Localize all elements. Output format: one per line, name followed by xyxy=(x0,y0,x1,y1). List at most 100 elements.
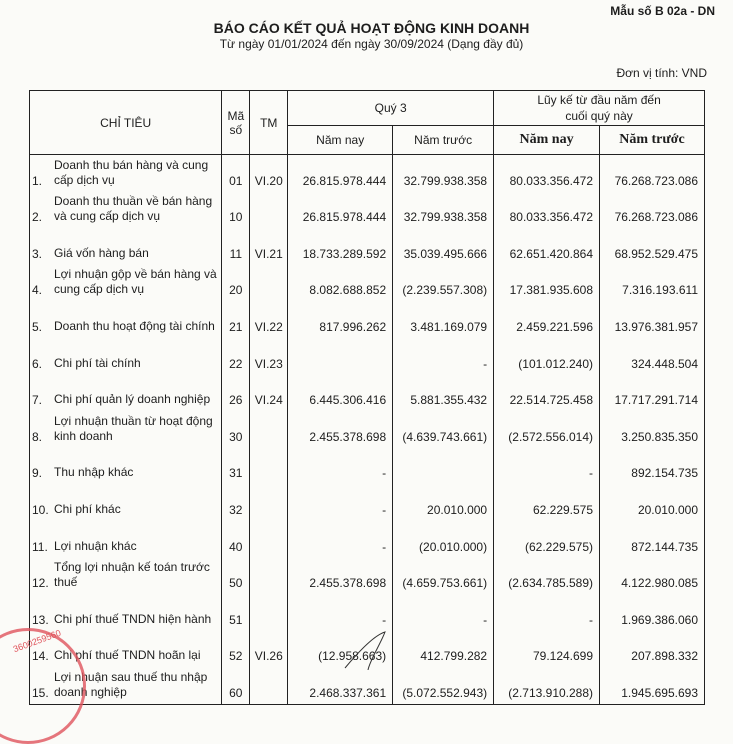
row-code: 26 xyxy=(221,374,251,412)
row-code: 30 xyxy=(221,411,251,448)
row-quarter-this-year: - xyxy=(287,484,394,521)
row-quarter-last-year: - xyxy=(392,594,495,631)
table-row: 9. Thu nhập khác 31 - - 892.154.735 xyxy=(28,447,705,485)
row-index: 11. xyxy=(32,539,48,554)
table-row: 6. Chi phí tài chính 22 VI.23 - (101.012.… xyxy=(28,337,705,375)
row-item: 4. Lợi nhuận gộp về bán hàng và cung cấp … xyxy=(28,264,223,302)
row-note xyxy=(249,594,289,631)
row-ytd-this-year: 80.033.356.472 xyxy=(493,191,601,229)
row-note xyxy=(249,484,289,521)
header-ytd: Lũy kế từ đầu năm đến cuối quý này xyxy=(493,90,705,126)
row-quarter-this-year: - xyxy=(287,594,394,631)
row-index: 10. xyxy=(32,502,49,517)
table-row: 15. Lợi nhuận sau thuế thu nhập doanh ngh… xyxy=(28,667,705,705)
row-quarter-last-year xyxy=(392,447,495,485)
row-item: 1. Doanh thu bán hàng và cung cấp dịch vụ xyxy=(28,154,223,192)
row-quarter-this-year: - xyxy=(287,520,394,558)
row-quarter-last-year: 20.010.000 xyxy=(392,484,495,521)
row-label: Lợi nhuận khác xyxy=(54,538,137,553)
row-code: 50 xyxy=(221,557,251,595)
row-quarter-this-year: 26.815.978.444 xyxy=(287,191,394,229)
row-label: Lợi nhuận gộp về bán hàng và cung cấp dị… xyxy=(54,267,217,297)
row-label: Chi phí tài chính xyxy=(54,355,141,370)
row-note: VI.22 xyxy=(249,301,289,338)
row-index: 9. xyxy=(32,466,43,481)
row-index: 5. xyxy=(32,319,43,334)
row-note xyxy=(249,557,289,595)
row-index: 2. xyxy=(32,210,43,225)
row-item: 10. Chi phí khác xyxy=(28,484,223,521)
row-item: 3. Giá vốn hàng bán xyxy=(28,228,223,265)
row-code: 40 xyxy=(221,520,251,558)
row-ytd-this-year: 80.033.356.472 xyxy=(493,154,601,192)
row-ytd-this-year: 79.124.699 xyxy=(493,630,601,668)
row-item: 11. Lợi nhuận khác xyxy=(28,520,223,558)
row-ytd-last-year: 1.969.386.060 xyxy=(599,594,705,631)
row-label: Tổng lợi nhuận kế toán trước thuế xyxy=(54,560,210,590)
row-note: VI.21 xyxy=(249,228,289,265)
row-ytd-this-year: (101.012.240) xyxy=(493,337,601,375)
row-ytd-this-year: (2.572.556.014) xyxy=(493,411,601,448)
row-ytd-this-year: 2.459.221.596 xyxy=(493,301,601,338)
row-ytd-this-year: 62.651.420.864 xyxy=(493,228,601,265)
row-item: 13. Chi phí thuế TNDN hiện hành xyxy=(28,594,223,631)
table-row: 2. Doanh thu thuần về bán hàng và cung cấ… xyxy=(28,191,705,229)
row-note xyxy=(249,520,289,558)
row-ytd-last-year: 76.268.723.086 xyxy=(599,154,705,192)
row-label: Chi phí thuế TNDN hiện hành xyxy=(54,611,212,626)
row-ytd-last-year: 20.010.000 xyxy=(599,484,705,521)
row-item: 12. Tổng lợi nhuận kế toán trước thuế xyxy=(28,557,223,595)
table-row: 7. Chi phí quản lý doanh nghiệp 26 VI.24 … xyxy=(28,374,705,412)
row-item: 5. Doanh thu hoạt động tài chính xyxy=(28,301,223,338)
row-label: Lợi nhuận thuần từ hoạt động kinh doanh xyxy=(54,413,213,443)
row-label: Giá vốn hàng bán xyxy=(54,245,149,260)
row-code: 11 xyxy=(221,228,251,265)
row-ytd-this-year: 17.381.935.608 xyxy=(493,264,601,302)
row-note: VI.20 xyxy=(249,154,289,192)
row-index: 8. xyxy=(32,429,43,444)
table-row: 11. Lợi nhuận khác 40 - (20.010.000) (62.… xyxy=(28,520,705,558)
row-quarter-last-year: 3.481.169.079 xyxy=(392,301,495,338)
table-row: 1. Doanh thu bán hàng và cung cấp dịch vụ… xyxy=(28,154,705,192)
row-index: 13. xyxy=(32,612,49,627)
row-quarter-last-year: (20.010.000) xyxy=(392,520,495,558)
table-row: 12. Tổng lợi nhuận kế toán trước thuế 50 … xyxy=(28,557,705,595)
row-note: VI.24 xyxy=(249,374,289,412)
row-code: 60 xyxy=(221,667,251,705)
table-row: 13. Chi phí thuế TNDN hiện hành 51 - - - … xyxy=(28,594,705,631)
row-ytd-this-year: 22.514.725.458 xyxy=(493,374,601,412)
income-statement-table: CHỈ TIÊU Mã số TM Quý 3 Lũy kế từ đầu nă… xyxy=(28,90,705,705)
header-code: Mã số xyxy=(221,90,251,155)
row-ytd-last-year: 207.898.332 xyxy=(599,630,705,668)
row-quarter-this-year: 18.733.289.592 xyxy=(287,228,394,265)
form-number: Mẫu số B 02a - DN xyxy=(610,4,715,18)
report-title: BÁO CÁO KẾT QUẢ HOẠT ĐỘNG KINH DOANH xyxy=(213,20,530,36)
row-ytd-last-year: 7.316.193.611 xyxy=(599,264,705,302)
row-code: 31 xyxy=(221,447,251,485)
row-item: 9. Thu nhập khác xyxy=(28,447,223,485)
table-row: 3. Giá vốn hàng bán 11 VI.21 18.733.289.5… xyxy=(28,228,705,265)
row-label: Doanh thu thuần về bán hàng và cung cấp … xyxy=(54,194,213,224)
row-label: Doanh thu hoạt động tài chính xyxy=(54,318,215,333)
header-ytd-this-year: Năm nay xyxy=(493,125,601,155)
row-quarter-last-year: 412.799.282 xyxy=(392,630,495,668)
row-index: 6. xyxy=(32,356,43,371)
row-ytd-this-year: (2.713.910.288) xyxy=(493,667,601,705)
row-index: 7. xyxy=(32,393,43,408)
row-index: 12. xyxy=(32,576,49,591)
header-quarter: Quý 3 xyxy=(287,90,495,126)
table-row: 5. Doanh thu hoạt động tài chính 21 VI.22… xyxy=(28,301,705,338)
row-index: 3. xyxy=(32,246,43,261)
row-note: VI.23 xyxy=(249,337,289,375)
header-q-this-year: Năm nay xyxy=(287,125,394,155)
row-code: 21 xyxy=(221,301,251,338)
row-quarter-this-year: 817.996.262 xyxy=(287,301,394,338)
table-row: 8. Lợi nhuận thuần từ hoạt động kinh doan… xyxy=(28,411,705,448)
row-item: 6. Chi phí tài chính xyxy=(28,337,223,375)
row-label: Chi phí quản lý doanh nghiệp xyxy=(54,392,211,407)
row-quarter-this-year: 2.455.378.698 xyxy=(287,411,394,448)
row-ytd-last-year: 13.976.381.957 xyxy=(599,301,705,338)
row-quarter-last-year: (4.659.753.661) xyxy=(392,557,495,595)
row-quarter-this-year: 2.468.337.361 xyxy=(287,667,394,705)
row-code: 52 xyxy=(221,630,251,668)
